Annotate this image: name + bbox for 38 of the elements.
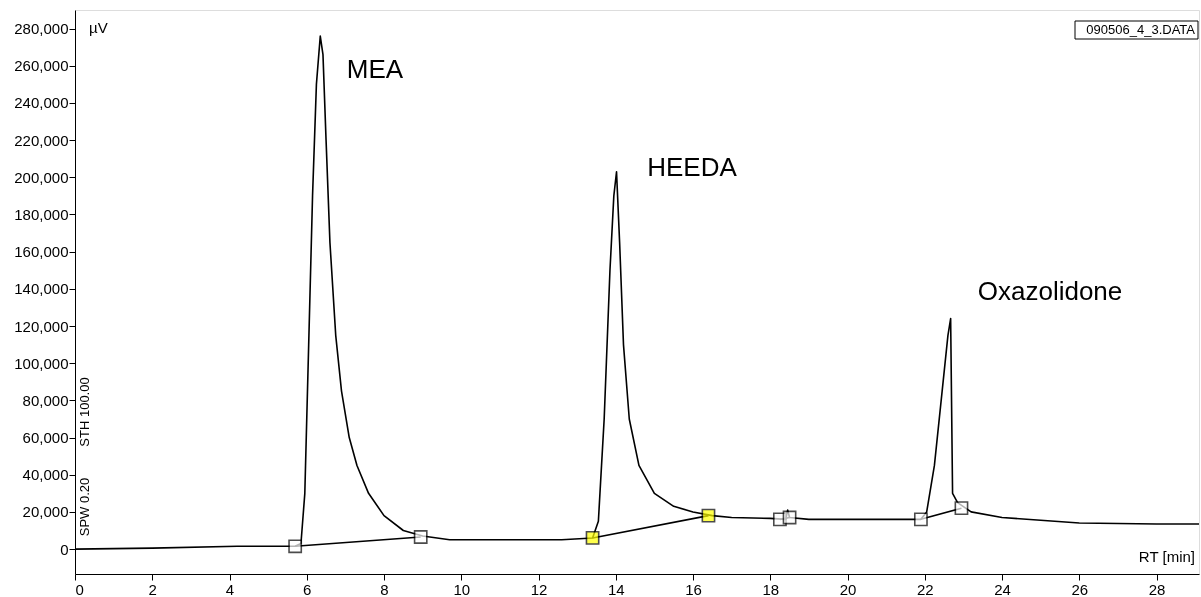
annotation: Oxazolidone <box>977 276 1123 306</box>
y-tick-label: 40,000 <box>22 466 69 484</box>
y-tick-label: 280,000 <box>14 20 69 38</box>
y-tick-label: 100,000 <box>14 354 69 372</box>
x-tick-label: 22 <box>916 580 934 597</box>
x-tick-label: 20 <box>839 580 857 597</box>
x-tick-label: 8 <box>380 580 389 597</box>
y-tick-label: 0 <box>60 540 69 558</box>
y-tick-label: 220,000 <box>14 131 69 149</box>
y-tick-label: 80,000 <box>22 391 69 409</box>
y-tick-label: 20,000 <box>22 503 69 521</box>
y-tick-label: 200,000 <box>14 168 69 186</box>
x-tick-label: 26 <box>1071 580 1089 597</box>
y-tick-label: 160,000 <box>14 243 69 261</box>
y-tick-label: 140,000 <box>14 280 69 298</box>
annotation: SPW 0.20 <box>77 477 92 537</box>
annotation: STH 100.00 <box>77 377 92 447</box>
y-tick-label: 180,000 <box>14 205 69 223</box>
y-tick-label: 240,000 <box>14 94 69 112</box>
x-tick-label: 0 <box>75 580 84 597</box>
annotation: MEA <box>346 54 404 84</box>
x-tick-label: 28 <box>1148 580 1166 597</box>
y-tick-label: 120,000 <box>14 317 69 335</box>
annotation: 090506_4_3.DATA <box>1086 22 1196 37</box>
x-tick-label: 16 <box>685 580 702 597</box>
x-tick-label: 10 <box>453 580 471 597</box>
x-axis-title: RT [min] <box>1138 548 1195 565</box>
x-tick-label: 14 <box>607 580 625 597</box>
x-tick-label: 18 <box>762 580 780 597</box>
y-axis-title: µV <box>89 19 108 36</box>
x-tick-label: 4 <box>225 580 235 597</box>
annotation: HEEDA <box>647 152 738 182</box>
x-tick-label: 24 <box>994 580 1011 597</box>
y-tick-label: 260,000 <box>14 57 69 75</box>
x-tick-label: 2 <box>148 580 157 597</box>
y-tick-label: 60,000 <box>22 429 69 447</box>
x-tick-label: 6 <box>303 580 312 597</box>
x-tick-label: 12 <box>530 580 548 597</box>
